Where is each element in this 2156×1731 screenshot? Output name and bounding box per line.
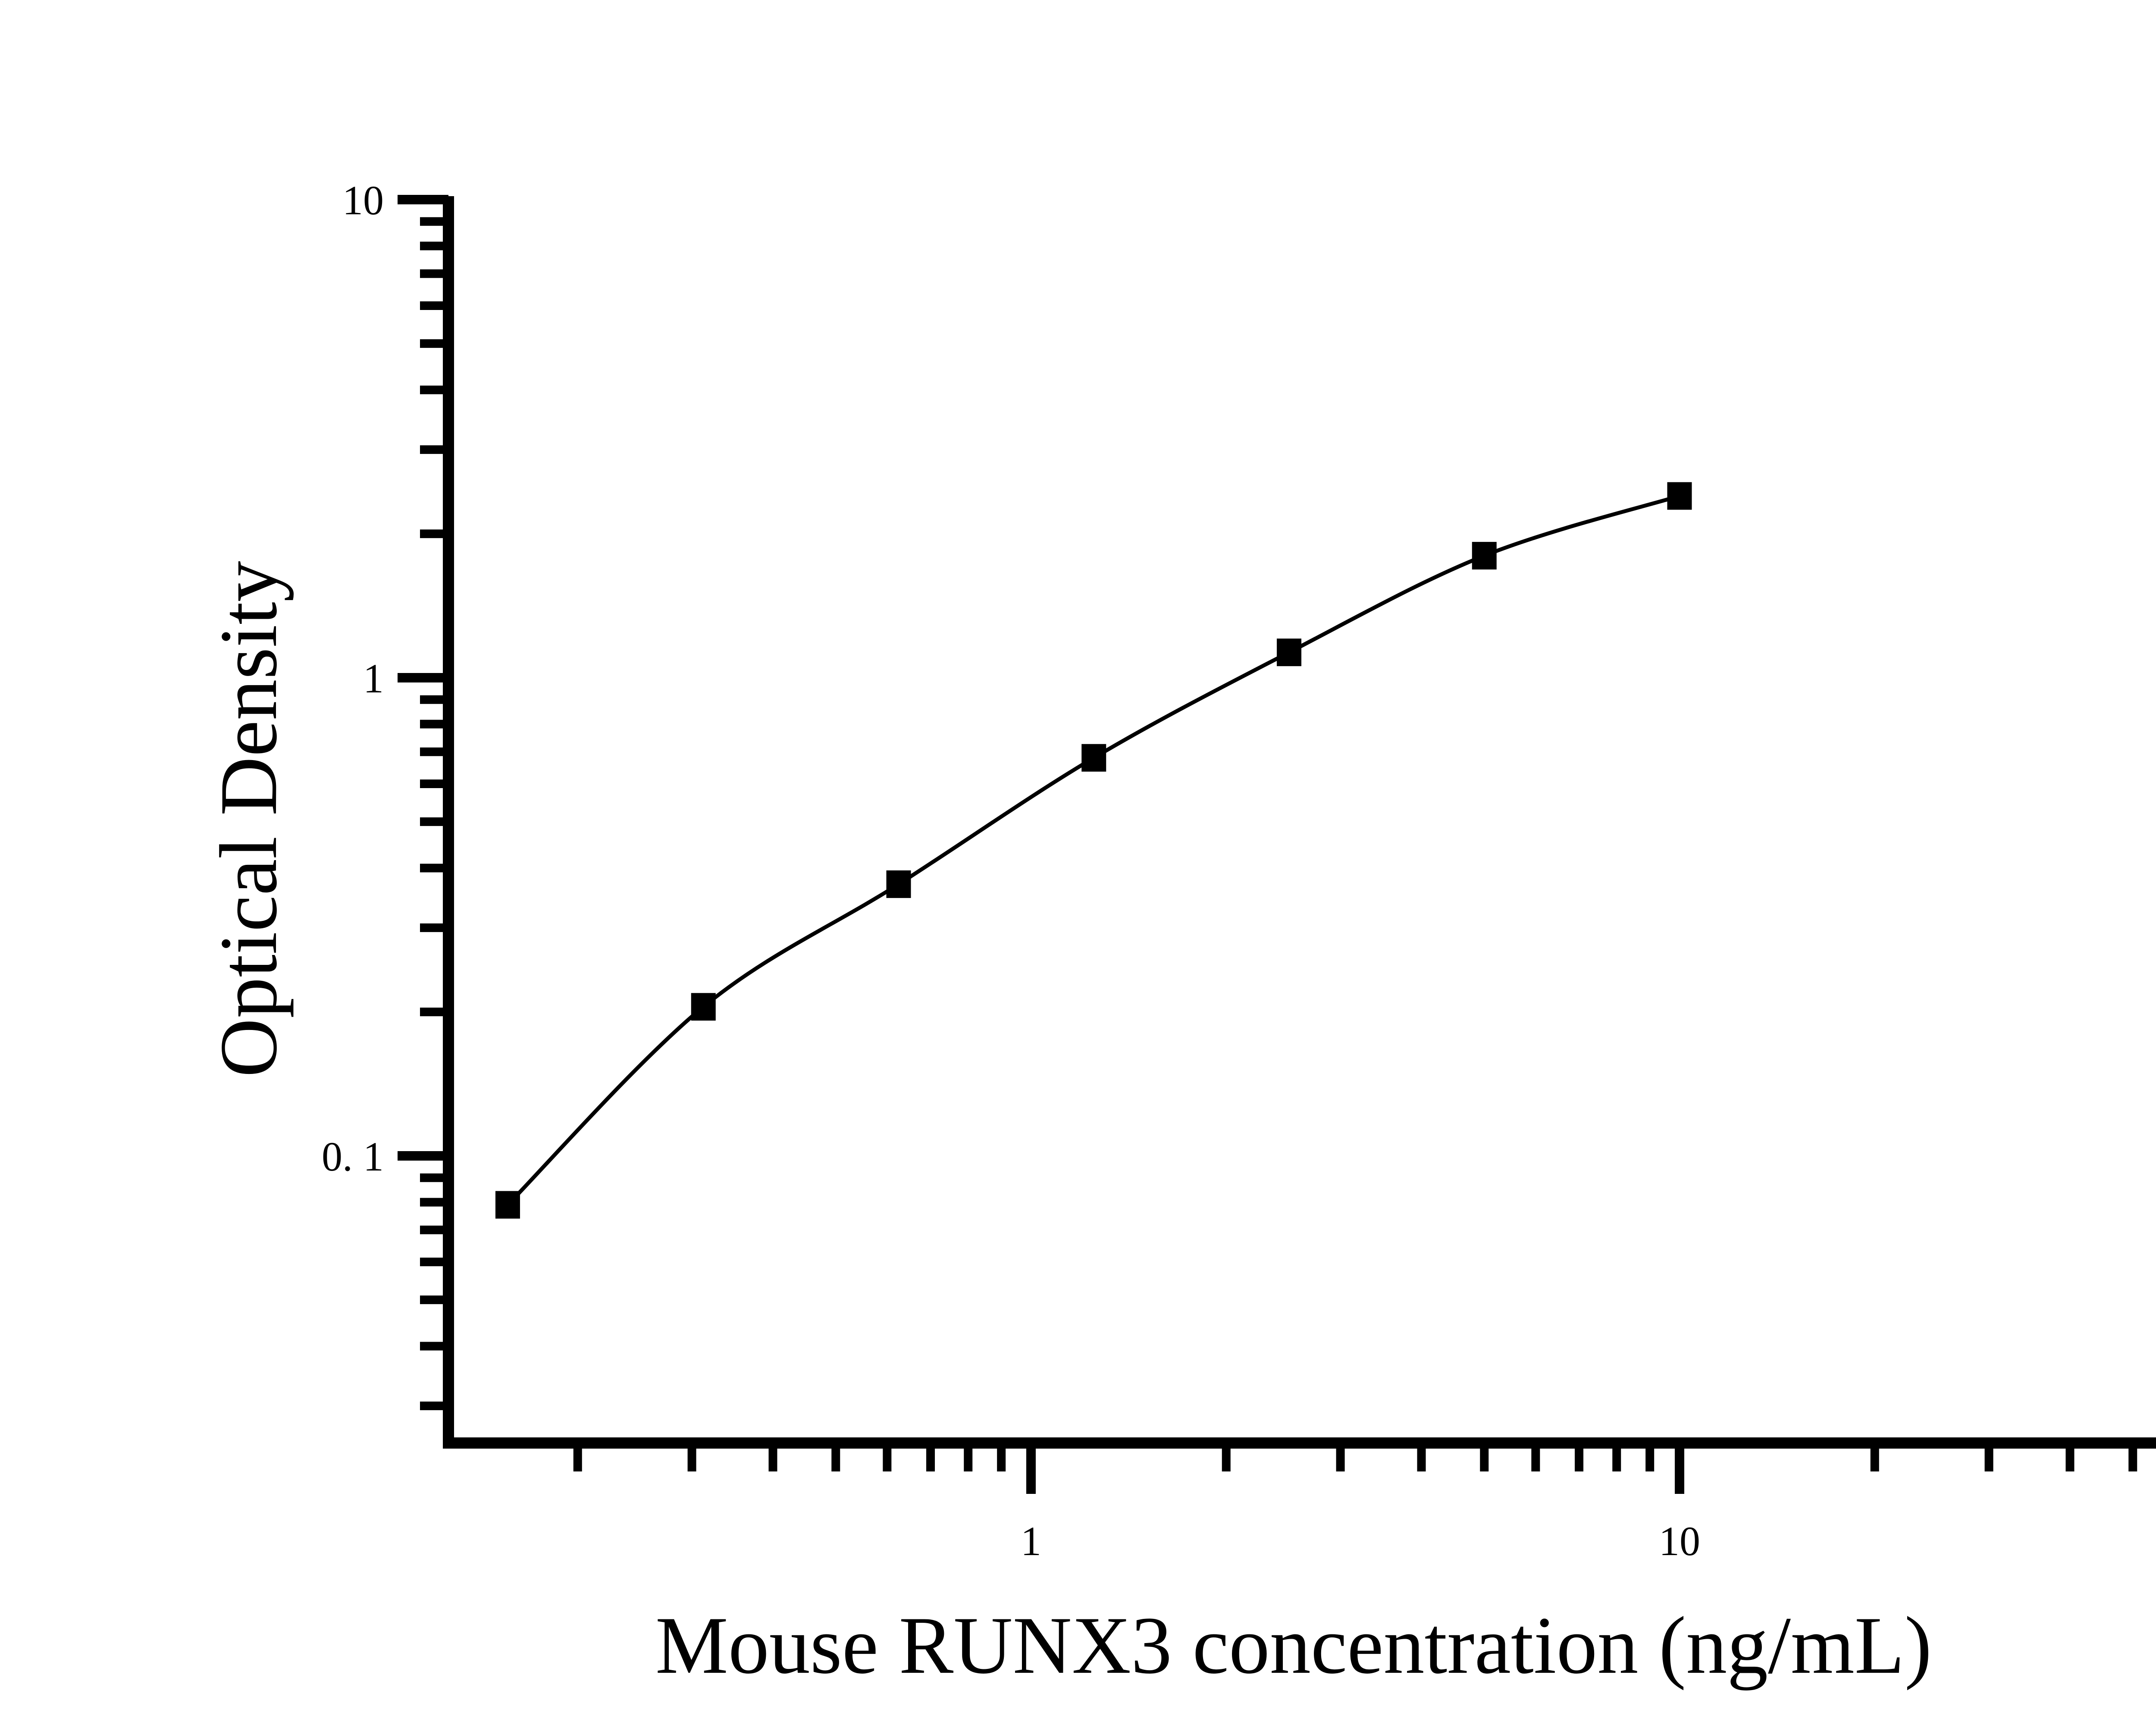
y-axis-tick-labels: 10 1 0. 1 [322,177,384,1180]
data-point-marker [1667,482,1692,510]
x-axis-tick-labels: 1 10 [1021,1518,1700,1564]
y-tick-label: 1 [363,655,384,701]
data-point-marker [1081,744,1106,772]
data-curve [505,494,1682,1207]
data-point-marker [495,1191,520,1219]
data-point-marker [1277,639,1302,667]
y-axis-title: Optical Density [204,561,294,1077]
y-tick-label: 10 [342,177,384,223]
data-point-marker [1472,542,1497,570]
y-tick-label: 0. 1 [322,1133,384,1180]
data-point-markers [495,482,1692,1219]
x-axis-ticks [573,1443,2137,1494]
axis-lines [443,196,2156,1449]
y-axis-ticks [398,195,448,1410]
data-point-marker [691,993,716,1021]
data-point-marker [886,870,911,898]
x-axis-title: Mouse RUNX3 concentration (ng/mL) [655,1600,1932,1691]
x-tick-label: 1 [1021,1518,1041,1564]
x-tick-label: 10 [1659,1518,1700,1564]
